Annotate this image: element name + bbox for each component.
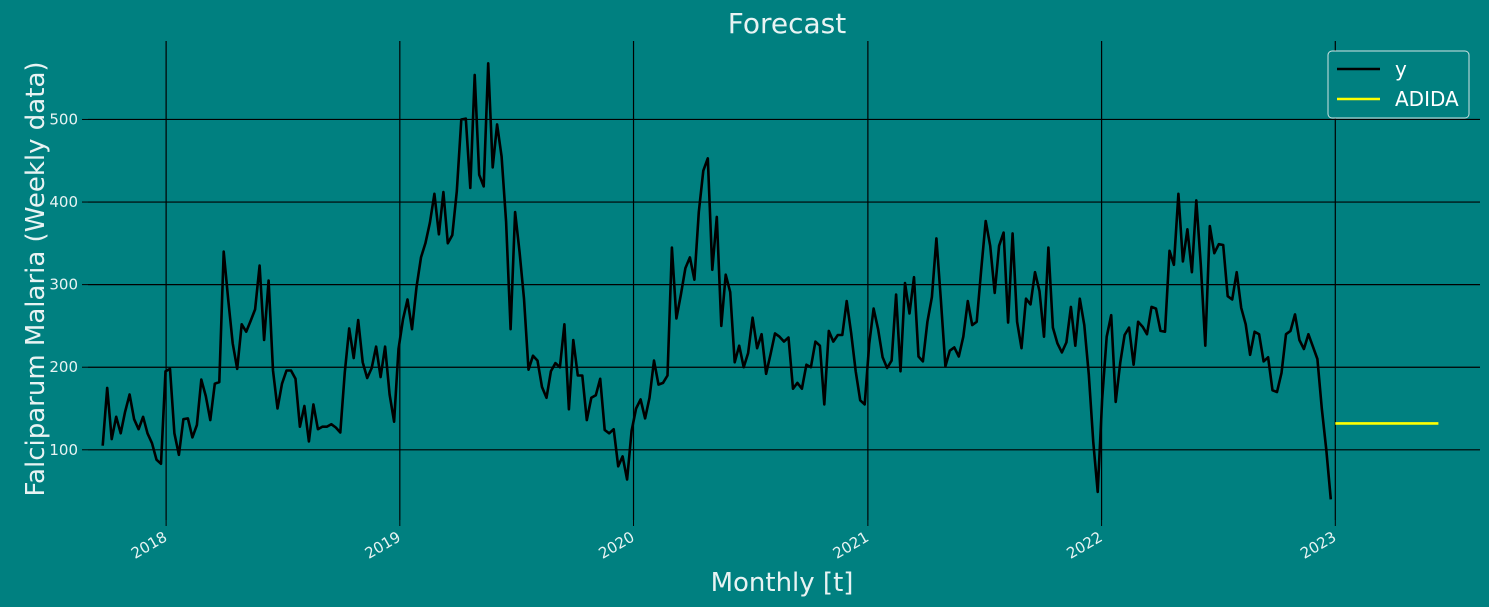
x-tick-label: 2018 [128, 528, 170, 563]
series-layer [101, 61, 1439, 500]
chart-title: Forecast [728, 7, 847, 40]
x-tick-label: 2020 [595, 528, 637, 563]
y-tick-label: 300 [49, 276, 78, 294]
y-tick-label: 400 [49, 193, 78, 211]
x-axis-label: Monthly [t] [711, 568, 854, 598]
legend-label-adida: ADIDA [1395, 87, 1459, 111]
y-tick-label: 500 [49, 110, 78, 128]
legend: y ADIDA [1327, 50, 1470, 119]
grid-lines [88, 41, 1480, 520]
y-tick-label: 200 [49, 358, 78, 376]
x-tick-label: 2023 [1297, 528, 1339, 563]
tick-labels: 100 200 300 400 500 2018 2019 2020 2021 2022 2023 [49, 110, 1339, 562]
series-line-y [101, 61, 1333, 500]
y-axis-label: Falciparum Malaria (Weekly data) [21, 61, 51, 496]
x-tick-label: 2022 [1064, 528, 1106, 563]
legend-label-y: y [1395, 57, 1407, 81]
x-tick-label: 2021 [830, 528, 872, 563]
y-tick-label: 100 [49, 441, 78, 459]
x-tick-label: 2019 [362, 528, 404, 563]
